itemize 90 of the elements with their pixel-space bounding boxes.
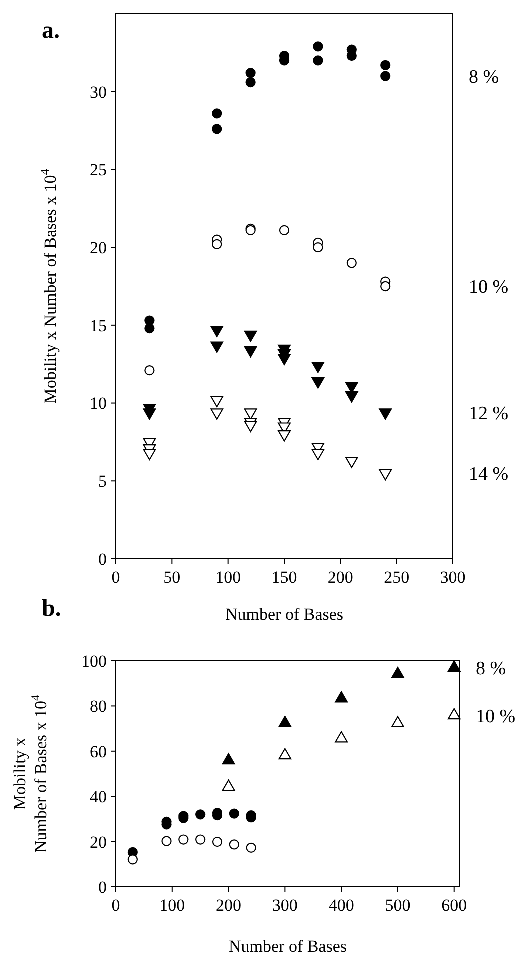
y-tick-label: 20 xyxy=(90,832,107,852)
point xyxy=(244,346,258,358)
point xyxy=(279,225,290,236)
y-tick-label: 80 xyxy=(90,697,107,716)
x-tick-label: 300 xyxy=(272,896,298,915)
y-tick-label: 30 xyxy=(90,82,107,102)
point xyxy=(212,124,222,134)
y-tick-label: 0 xyxy=(98,878,107,897)
point xyxy=(380,71,391,82)
x-tick-label: 0 xyxy=(112,896,120,915)
x-axis-title: Number of Bases xyxy=(228,937,348,956)
point xyxy=(229,808,240,819)
point xyxy=(345,456,358,468)
point xyxy=(210,326,224,338)
point xyxy=(128,854,138,865)
x-tick-label: 50 xyxy=(164,568,181,587)
point xyxy=(392,716,404,728)
point xyxy=(379,408,392,420)
x-tick-label: 150 xyxy=(272,568,298,587)
y-tick-label: 60 xyxy=(90,742,107,762)
point xyxy=(144,323,155,334)
point xyxy=(448,708,461,720)
point xyxy=(392,666,404,678)
point xyxy=(278,716,292,728)
point xyxy=(143,408,156,420)
point xyxy=(278,748,292,760)
y-tick-label: 20 xyxy=(90,238,107,258)
point xyxy=(144,366,155,376)
point xyxy=(210,408,224,420)
point xyxy=(313,56,324,66)
x-tick-label: 300 xyxy=(440,568,466,587)
point xyxy=(278,430,291,442)
y-tick-label: 0 xyxy=(98,550,107,569)
point xyxy=(448,660,461,672)
point xyxy=(379,469,392,481)
point xyxy=(345,392,358,403)
series-label: 8 % xyxy=(476,658,506,680)
point xyxy=(335,731,348,743)
point xyxy=(246,77,256,88)
x-tick-label: 500 xyxy=(385,896,411,915)
point xyxy=(312,449,325,460)
point xyxy=(335,691,348,703)
point xyxy=(380,281,391,292)
point xyxy=(210,396,224,408)
point xyxy=(313,42,324,52)
point xyxy=(244,408,258,420)
point xyxy=(346,258,357,268)
x-tick-label: 0 xyxy=(112,568,120,587)
point xyxy=(196,810,206,820)
y-tick-label: 100 xyxy=(82,652,107,671)
text: 12 % xyxy=(469,403,509,424)
point xyxy=(212,108,222,119)
point xyxy=(244,330,258,342)
x-tick-label: 100 xyxy=(216,568,242,587)
point xyxy=(178,834,189,845)
x-tick-label: 200 xyxy=(216,896,242,915)
y-tick-label: 10 xyxy=(90,394,107,414)
point xyxy=(143,449,156,460)
x-tick-label: 400 xyxy=(328,896,354,915)
point xyxy=(162,836,172,846)
point xyxy=(196,834,206,845)
x-axis-title: Number of Bases xyxy=(225,605,344,624)
point xyxy=(212,836,223,848)
y-tick-label: 5 xyxy=(98,472,107,492)
point xyxy=(380,60,391,70)
point xyxy=(313,242,324,253)
y-tick-label: 40 xyxy=(90,788,107,807)
point xyxy=(278,354,291,366)
point xyxy=(222,753,236,765)
text: 8 % xyxy=(469,66,500,88)
series-label: 10 % xyxy=(476,706,516,728)
x-tick-label: 100 xyxy=(160,896,186,915)
x-tick-label: 600 xyxy=(442,896,468,915)
point xyxy=(212,239,222,250)
y-tick-label: 15 xyxy=(90,316,107,336)
x-tick-label: 250 xyxy=(384,568,410,587)
point xyxy=(312,378,325,389)
chart-title: a. xyxy=(42,18,60,44)
point xyxy=(222,780,236,792)
point xyxy=(229,840,240,850)
text: 10 % xyxy=(469,277,509,298)
point xyxy=(210,342,224,354)
point xyxy=(312,362,325,374)
point xyxy=(246,842,256,853)
chart-title: b. xyxy=(42,596,62,622)
point xyxy=(244,421,258,432)
text: 14 % xyxy=(469,464,509,486)
x-tick-label: 200 xyxy=(328,568,354,587)
y-tick-label: 25 xyxy=(90,160,107,180)
point xyxy=(246,68,256,78)
